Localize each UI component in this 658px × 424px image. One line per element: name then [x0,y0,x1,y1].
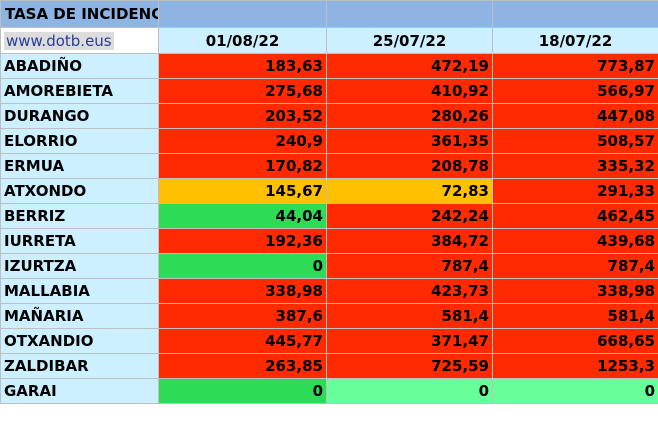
incidence-value: 787,4 [326,253,493,279]
incidence-value: 447,08 [492,103,658,129]
incidence-value: 291,33 [492,178,658,204]
table-row: IURRETA 192,36 384,72 439,68 [0,228,658,254]
table-row: ELORRIO 240,9 361,35 508,57 [0,128,658,154]
incidence-value: 384,72 [326,228,493,254]
incidence-value: 361,35 [326,128,493,154]
incidence-value: 472,19 [326,53,493,79]
incidence-value: 0 [158,253,327,279]
header-row: www.dotb.eus 01/08/22 25/07/22 18/07/22 [0,27,658,54]
incidence-value: 423,73 [326,278,493,304]
incidence-value: 0 [326,378,493,404]
table-row: GARAI 0 0 0 [0,378,658,404]
incidence-table: TASA DE INCIDENCIA www.dotb.eus 01/08/22… [0,0,658,404]
incidence-value: 787,4 [492,253,658,279]
municipality-name: GARAI [0,378,159,404]
incidence-value: 338,98 [492,278,658,304]
incidence-value: 581,4 [326,303,493,329]
municipality-name: ZALDIBAR [0,353,159,379]
title-cell-blank [158,0,327,28]
title-cell-blank [326,0,493,28]
municipality-name: ATXONDO [0,178,159,204]
incidence-value: 371,47 [326,328,493,354]
incidence-value: 335,32 [492,153,658,179]
incidence-value: 280,26 [326,103,493,129]
incidence-value: 387,6 [158,303,327,329]
table-body: TASA DE INCIDENCIA www.dotb.eus 01/08/22… [0,0,658,404]
incidence-value: 242,24 [326,203,493,229]
incidence-value: 508,57 [492,128,658,154]
incidence-value: 203,52 [158,103,327,129]
incidence-value: 462,45 [492,203,658,229]
municipality-name: MALLABIA [0,278,159,304]
incidence-value: 208,78 [326,153,493,179]
date-header: 01/08/22 [158,27,327,54]
municipality-name: ABADIÑO [0,53,159,79]
incidence-value: 1253,3 [492,353,658,379]
municipality-name: OTXANDIO [0,328,159,354]
incidence-value: 0 [158,378,327,404]
incidence-value: 566,97 [492,78,658,104]
table-row: AMOREBIETA 275,68 410,92 566,97 [0,78,658,104]
site-link[interactable]: www.dotb.eus [4,31,114,50]
table-title: TASA DE INCIDENCIA [0,0,159,28]
incidence-value: 170,82 [158,153,327,179]
incidence-value: 275,68 [158,78,327,104]
table-row: BERRIZ 44,04 242,24 462,45 [0,203,658,229]
municipality-name: AMOREBIETA [0,78,159,104]
municipality-name: BERRIZ [0,203,159,229]
table-row: DURANGO 203,52 280,26 447,08 [0,103,658,129]
incidence-value: 668,65 [492,328,658,354]
municipality-name: IURRETA [0,228,159,254]
incidence-value: 439,68 [492,228,658,254]
incidence-value: 581,4 [492,303,658,329]
incidence-value: 183,63 [158,53,327,79]
municipality-name: DURANGO [0,103,159,129]
incidence-value: 192,36 [158,228,327,254]
incidence-value: 445,77 [158,328,327,354]
title-cell-blank [492,0,658,28]
date-header: 18/07/22 [492,27,658,54]
site-link-cell: www.dotb.eus [0,27,159,54]
incidence-value: 72,83 [326,178,493,204]
table-row: MALLABIA 338,98 423,73 338,98 [0,278,658,304]
table-row: ABADIÑO 183,63 472,19 773,87 [0,53,658,79]
incidence-value: 263,85 [158,353,327,379]
table-row: MAÑARIA 387,6 581,4 581,4 [0,303,658,329]
table-row: ATXONDO 145,67 72,83 291,33 [0,178,658,204]
incidence-value: 410,92 [326,78,493,104]
incidence-value: 725,59 [326,353,493,379]
incidence-value: 773,87 [492,53,658,79]
municipality-name: ELORRIO [0,128,159,154]
date-header: 25/07/22 [326,27,493,54]
title-row: TASA DE INCIDENCIA [0,0,658,28]
table-row: ERMUA 170,82 208,78 335,32 [0,153,658,179]
table-row: ZALDIBAR 263,85 725,59 1253,3 [0,353,658,379]
table-row: OTXANDIO 445,77 371,47 668,65 [0,328,658,354]
incidence-value: 0 [492,378,658,404]
municipality-name: MAÑARIA [0,303,159,329]
incidence-value: 44,04 [158,203,327,229]
municipality-name: IZURTZA [0,253,159,279]
municipality-name: ERMUA [0,153,159,179]
table-row: IZURTZA 0 787,4 787,4 [0,253,658,279]
incidence-value: 240,9 [158,128,327,154]
incidence-value: 338,98 [158,278,327,304]
incidence-value: 145,67 [158,178,327,204]
